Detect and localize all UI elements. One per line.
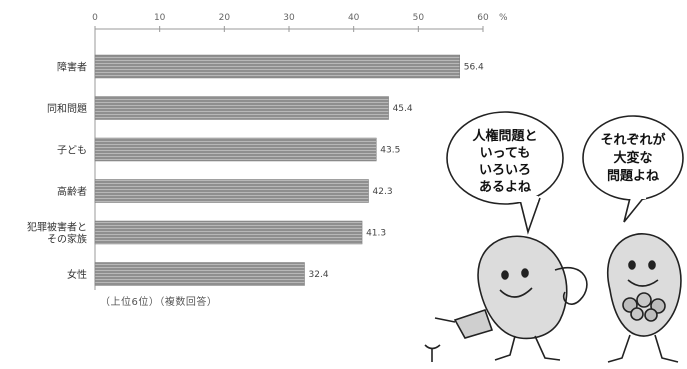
bars: 56.4 45.4 43.5 42.3 41.3 32.4: [94, 54, 484, 286]
category-label: 同和問題: [47, 103, 87, 115]
bar: [94, 220, 363, 245]
bubble-line-1: それぞれが: [600, 132, 665, 148]
x-tick-label: 60: [477, 13, 489, 23]
bubble-line-2: いっても: [480, 146, 531, 161]
category-label: その家族: [47, 233, 87, 246]
chart-footnote: （上位6位）（複数回答）: [100, 297, 218, 308]
x-tick-label: 50: [413, 13, 425, 23]
category-label: 高齢者: [57, 185, 87, 198]
x-tick-label: 10: [154, 13, 166, 23]
x-tick-label: 40: [348, 13, 360, 23]
bar: [94, 179, 369, 203]
x-tick-label: 0: [92, 13, 98, 23]
speech-bubble-right: それぞれが 大変な 問題よね: [582, 115, 684, 223]
bar-value-label: 42.3: [373, 187, 393, 197]
bubble-line-3: 問題よね: [607, 169, 659, 184]
bar-value-label: 32.4: [309, 270, 329, 280]
x-tick-label: 20: [219, 13, 231, 23]
bubble-line-3: いろいろ: [479, 163, 531, 178]
bubble-line-2: 大変な: [613, 150, 652, 166]
bubble-line-1: 人権問題と: [472, 128, 537, 144]
bar: [94, 96, 389, 120]
bar-value-label: 41.3: [366, 229, 386, 239]
category-label: 女性: [67, 268, 87, 281]
bar: [94, 137, 377, 162]
bar-value-label: 56.4: [464, 63, 484, 73]
mascot-left-illustration: [424, 235, 588, 362]
bar-value-label: 43.5: [380, 146, 400, 156]
category-label: 障害者: [57, 61, 87, 74]
bar-value-label: 45.4: [393, 104, 413, 114]
speech-bubble-left: 人権問題と いっても いろいろ あるよね: [446, 111, 564, 235]
x-tick-label: 30: [283, 13, 295, 23]
mascot-right-illustration: [607, 233, 682, 363]
bar: [94, 262, 305, 286]
bubble-line-4: あるよね: [479, 180, 531, 195]
bar: [94, 54, 460, 79]
category-label: 犯罪被害者と: [27, 221, 87, 234]
category-label: 子ども: [57, 145, 87, 157]
x-unit-label: %: [499, 13, 508, 23]
